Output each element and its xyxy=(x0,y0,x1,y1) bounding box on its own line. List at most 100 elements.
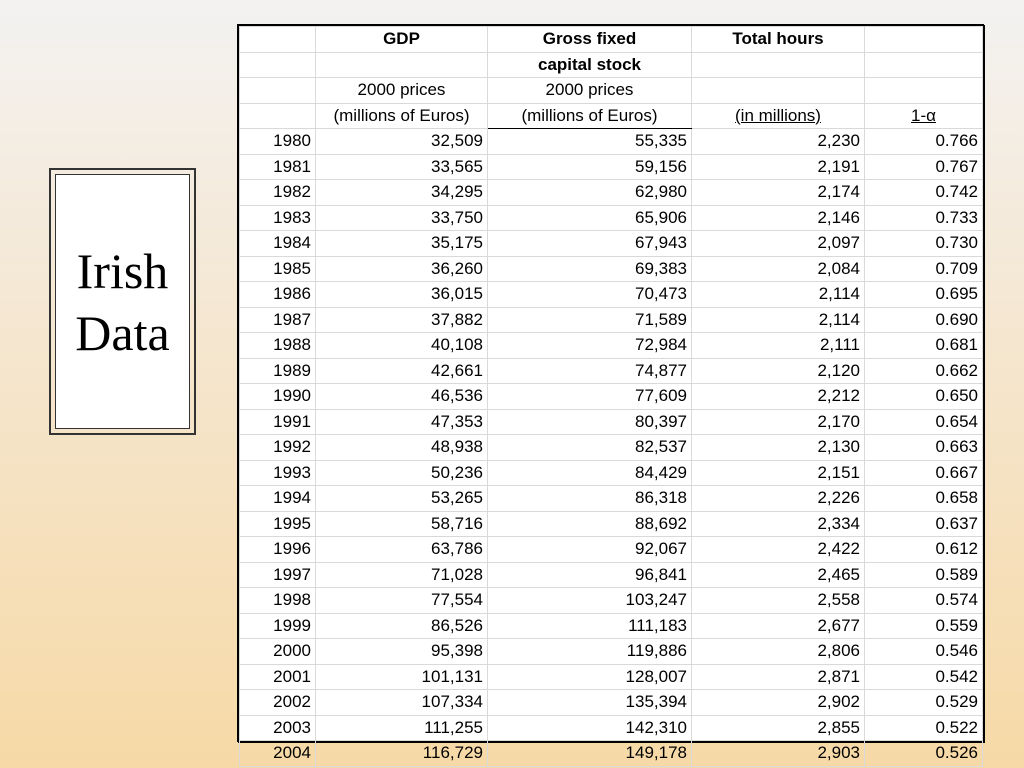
capital-stock-cell: 135,394 xyxy=(487,689,692,716)
capital-stock-cell: 96,841 xyxy=(487,561,692,588)
capital-stock-cell: 92,067 xyxy=(487,536,692,563)
header-cell xyxy=(691,51,865,78)
table-row: 1998 77,554 103,247 2,558 0.574 xyxy=(239,587,983,614)
capital-stock-cell: 71,589 xyxy=(487,306,692,333)
total-hours-cell: 2,170 xyxy=(691,408,865,435)
gdp-cell: 42,661 xyxy=(315,357,488,384)
table-row: 1987 37,882 71,589 2,114 0.690 xyxy=(239,306,983,333)
capital-stock-cell: 128,007 xyxy=(487,663,692,690)
irish-data-table: GDP Gross fixed Total hours capital stoc… xyxy=(239,26,983,767)
year-cell: 1980 xyxy=(239,128,316,155)
total-hours-cell: 2,806 xyxy=(691,638,865,665)
total-hours-cell: 2,151 xyxy=(691,459,865,486)
table-body: 1980 32,509 55,335 2,230 0.766 1981 33,565 59,1… xyxy=(239,128,983,767)
one-minus-alpha-cell: 0.767 xyxy=(864,153,983,180)
header-gdp: GDP xyxy=(315,26,488,53)
one-minus-alpha-cell: 0.695 xyxy=(864,281,983,308)
year-cell: 2004 xyxy=(239,740,316,767)
gdp-cell: 34,295 xyxy=(315,179,488,206)
table-row: 1982 34,295 62,980 2,174 0.742 xyxy=(239,179,983,206)
total-hours-cell: 2,677 xyxy=(691,612,865,639)
capital-stock-cell: 70,473 xyxy=(487,281,692,308)
slide-title-line-1: Irish xyxy=(76,242,169,299)
table-row: 2001 101,131 128,007 2,871 0.542 xyxy=(239,663,983,690)
year-cell: 1998 xyxy=(239,587,316,614)
total-hours-cell: 2,097 xyxy=(691,230,865,257)
header-row-3: 2000 prices 2000 prices xyxy=(239,77,983,104)
one-minus-alpha-cell: 0.650 xyxy=(864,383,983,410)
one-minus-alpha-cell: 0.733 xyxy=(864,204,983,231)
header-total-hours: Total hours xyxy=(691,26,865,53)
header-cell xyxy=(864,77,983,104)
table-row: 1980 32,509 55,335 2,230 0.766 xyxy=(239,128,983,155)
one-minus-alpha-cell: 0.709 xyxy=(864,255,983,282)
table-row: 1988 40,108 72,984 2,111 0.681 xyxy=(239,332,983,359)
slide-title-line-2: Data xyxy=(75,304,170,361)
total-hours-cell: 2,120 xyxy=(691,357,865,384)
capital-stock-cell: 65,906 xyxy=(487,204,692,231)
year-cell: 1988 xyxy=(239,332,316,359)
gdp-cell: 40,108 xyxy=(315,332,488,359)
one-minus-alpha-cell: 0.662 xyxy=(864,357,983,384)
gdp-cell: 116,729 xyxy=(315,740,488,767)
header-cell xyxy=(239,26,316,53)
one-minus-alpha-cell: 0.658 xyxy=(864,485,983,512)
header-cell xyxy=(691,77,865,104)
total-hours-cell: 2,174 xyxy=(691,179,865,206)
gdp-cell: 107,334 xyxy=(315,689,488,716)
gdp-cell: 77,554 xyxy=(315,587,488,614)
year-cell: 2003 xyxy=(239,714,316,741)
one-minus-alpha-cell: 0.546 xyxy=(864,638,983,665)
slide-title-frame: Irish Data xyxy=(49,168,196,435)
gdp-cell: 47,353 xyxy=(315,408,488,435)
one-minus-alpha-cell: 0.612 xyxy=(864,536,983,563)
total-hours-cell: 2,084 xyxy=(691,255,865,282)
year-cell: 1984 xyxy=(239,230,316,257)
table-row: 1991 47,353 80,397 2,170 0.654 xyxy=(239,408,983,435)
gdp-cell: 101,131 xyxy=(315,663,488,690)
total-hours-cell: 2,114 xyxy=(691,281,865,308)
total-hours-cell: 2,114 xyxy=(691,306,865,333)
table-row: 1992 48,938 82,537 2,130 0.663 xyxy=(239,434,983,461)
capital-stock-cell: 69,383 xyxy=(487,255,692,282)
year-cell: 1996 xyxy=(239,536,316,563)
total-hours-cell: 2,903 xyxy=(691,740,865,767)
one-minus-alpha-cell: 0.766 xyxy=(864,128,983,155)
year-cell: 1994 xyxy=(239,485,316,512)
one-minus-alpha-cell: 0.667 xyxy=(864,459,983,486)
gdp-cell: 71,028 xyxy=(315,561,488,588)
one-minus-alpha-cell: 0.574 xyxy=(864,587,983,614)
table-row: 2002 107,334 135,394 2,902 0.529 xyxy=(239,689,983,716)
gdp-cell: 95,398 xyxy=(315,638,488,665)
data-table-frame: GDP Gross fixed Total hours capital stoc… xyxy=(237,24,984,767)
one-minus-alpha-cell: 0.681 xyxy=(864,332,983,359)
year-cell: 1987 xyxy=(239,306,316,333)
total-hours-cell: 2,130 xyxy=(691,434,865,461)
total-hours-cell: 2,191 xyxy=(691,153,865,180)
capital-stock-cell: 82,537 xyxy=(487,434,692,461)
table-row: 1981 33,565 59,156 2,191 0.767 xyxy=(239,153,983,180)
header-capital-stock: Gross fixed xyxy=(487,26,692,53)
one-minus-alpha-cell: 0.654 xyxy=(864,408,983,435)
one-minus-alpha-cell: 0.529 xyxy=(864,689,983,716)
header-capital-prices: 2000 prices xyxy=(487,77,692,104)
table-row: 1990 46,536 77,609 2,212 0.650 xyxy=(239,383,983,410)
year-cell: 1990 xyxy=(239,383,316,410)
header-row-1: GDP Gross fixed Total hours xyxy=(239,26,983,53)
one-minus-alpha-cell: 0.589 xyxy=(864,561,983,588)
one-minus-alpha-cell: 0.663 xyxy=(864,434,983,461)
gdp-cell: 58,716 xyxy=(315,510,488,537)
header-hours-units: (in millions) xyxy=(691,102,865,129)
capital-stock-cell: 55,335 xyxy=(487,128,692,155)
table-row: 2004 116,729 149,178 2,903 0.526 xyxy=(239,740,983,767)
table-row: 1994 53,265 86,318 2,226 0.658 xyxy=(239,485,983,512)
year-cell: 1997 xyxy=(239,561,316,588)
header-gdp-prices: 2000 prices xyxy=(315,77,488,104)
gdp-cell: 53,265 xyxy=(315,485,488,512)
total-hours-cell: 2,558 xyxy=(691,587,865,614)
year-cell: 1999 xyxy=(239,612,316,639)
table-row: 2000 95,398 119,886 2,806 0.546 xyxy=(239,638,983,665)
capital-stock-cell: 74,877 xyxy=(487,357,692,384)
year-cell: 1985 xyxy=(239,255,316,282)
table-row: 2003 111,255 142,310 2,855 0.522 xyxy=(239,714,983,741)
